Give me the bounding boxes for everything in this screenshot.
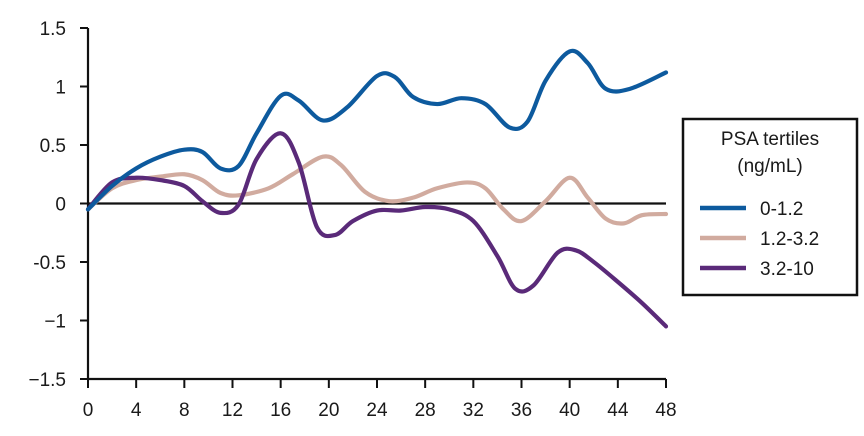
x-tick-label: 0 (83, 400, 94, 421)
y-tick-label: 1 (55, 78, 66, 99)
x-tick-label: 4 (131, 400, 142, 421)
x-tick-label: 28 (415, 400, 436, 421)
legend-label-0-1.2: 0-1.2 (760, 199, 803, 220)
x-tick-label: 48 (655, 400, 676, 421)
legend-entries: 0-1.2 1.2-3.2 3.2-10 (700, 199, 819, 280)
x-tick-label: 8 (179, 400, 190, 421)
legend-label-3.2-10: 3.2-10 (760, 259, 814, 280)
x-tick-label: 40 (559, 400, 580, 421)
legend-title-line1: PSA tertiles (721, 129, 819, 150)
y-tick-label: 1.5 (40, 19, 66, 40)
y-tick-label: 0 (55, 195, 66, 216)
series-line-0-1.2 (85, 48, 669, 212)
x-tick-label: 36 (511, 400, 532, 421)
legend-label-1.2-3.2: 1.2-3.2 (760, 229, 819, 250)
y-tick-label: −1.5 (28, 370, 66, 391)
series-line-1.2-3.2 (85, 154, 669, 226)
series-layer (85, 48, 669, 329)
y-tick-label: 0.5 (40, 136, 66, 157)
x-tick-label: 20 (318, 400, 339, 421)
x-tick-label: 12 (222, 400, 243, 421)
y-tick-label: -0.5 (33, 253, 66, 274)
y-tick-label: −1 (44, 312, 66, 333)
x-tick-label: 16 (270, 400, 291, 421)
legend-title-line2: (ng/mL) (737, 156, 802, 177)
series-line-3.2-10 (85, 131, 669, 329)
x-tick-label: 32 (463, 400, 484, 421)
axes: 1.510.50-0.5−1−1.50 4 8 12 16 20 24 28 32 36 40 44 4… (28, 19, 676, 421)
legend: PSA tertiles (ng/mL) 0-1.2 1.2-3.2 3.2-10 (681, 117, 859, 297)
x-tick-label: 44 (607, 400, 629, 421)
x-tick-label: 24 (366, 400, 388, 421)
